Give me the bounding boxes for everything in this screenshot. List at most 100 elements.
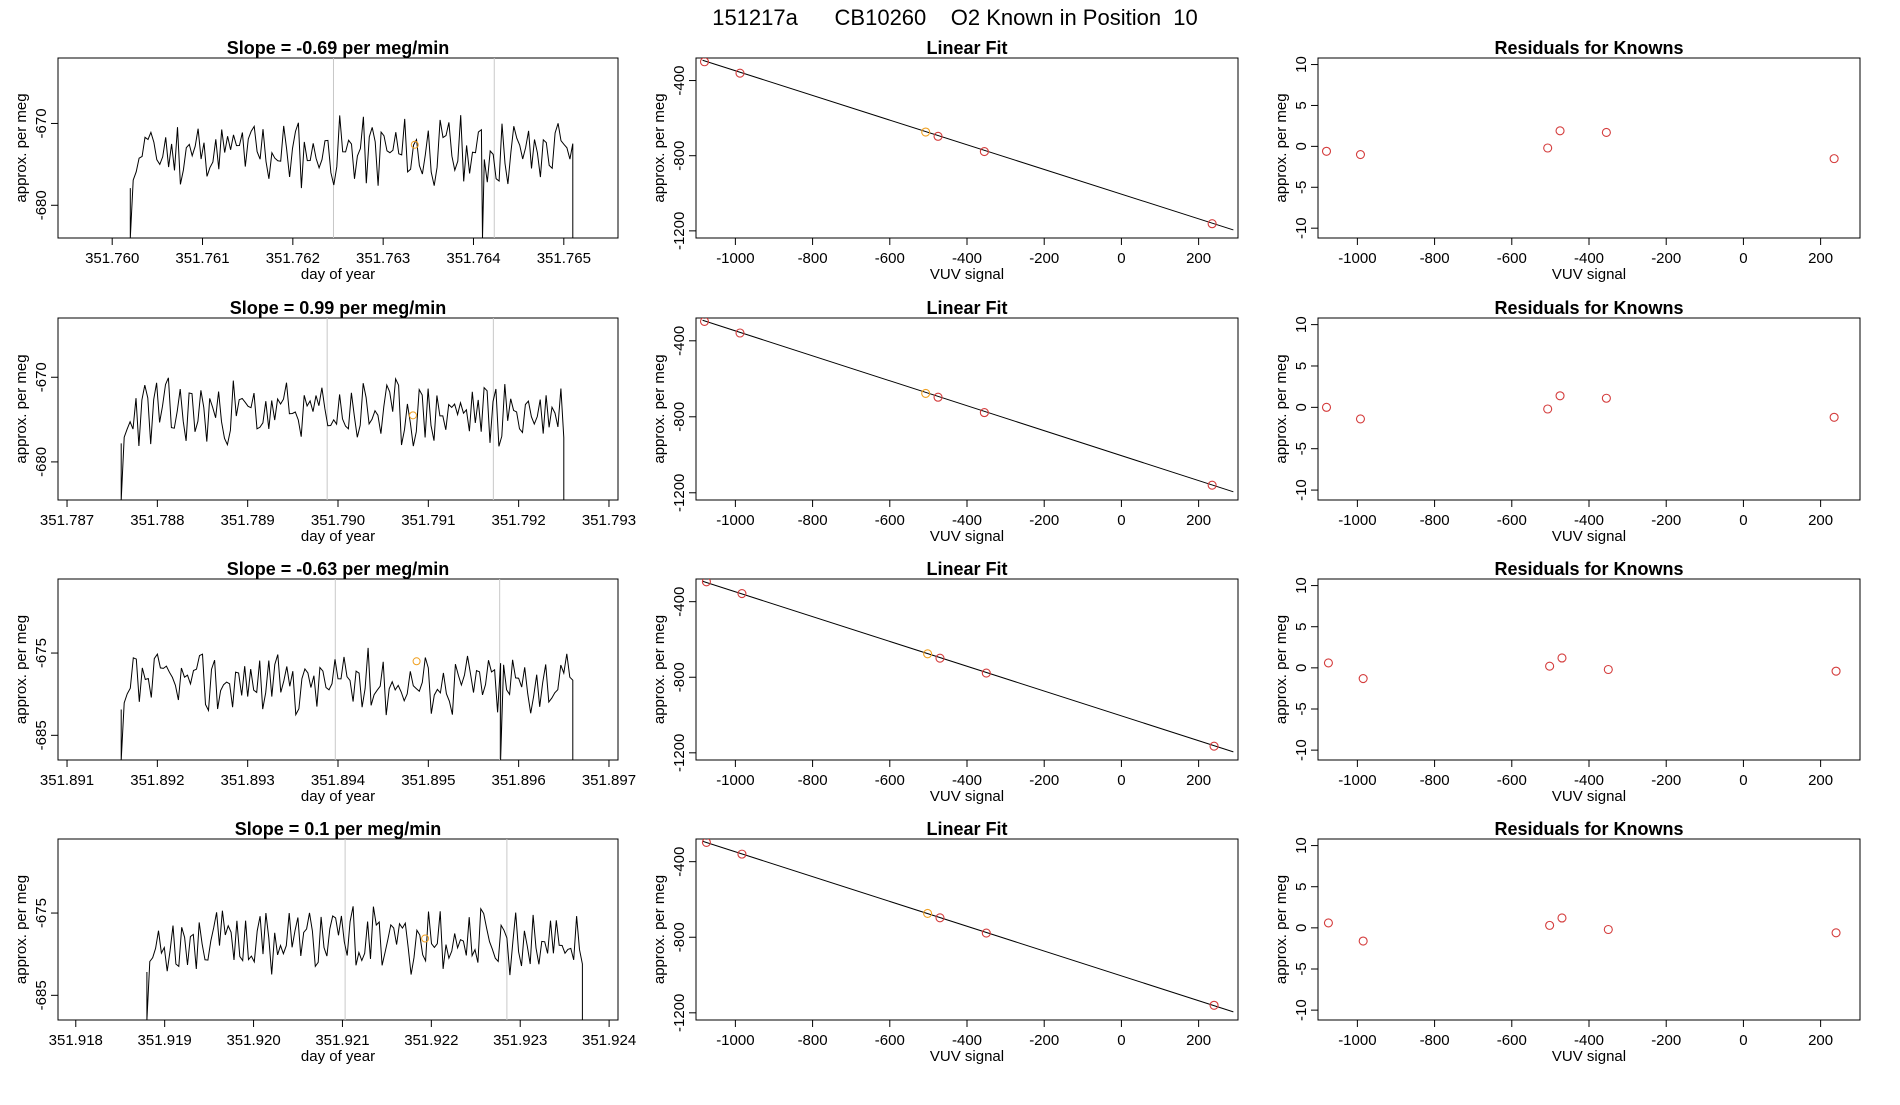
y-tick-label: -800 xyxy=(671,141,688,171)
y-tick-label: 10 xyxy=(1293,577,1310,594)
plot-frame xyxy=(1317,57,1861,239)
x-tick-label: -1000 xyxy=(716,772,754,789)
mean-marker xyxy=(408,411,417,420)
fit-point xyxy=(979,408,989,418)
y-tick-label: 5 xyxy=(1293,623,1310,631)
plot-frame xyxy=(57,838,619,1021)
x-tick-label: -1000 xyxy=(716,512,754,529)
x-tick-label: -800 xyxy=(1420,772,1450,789)
y-tick-label: -10 xyxy=(1293,999,1310,1021)
y-axis-label: approx. per meg xyxy=(1273,875,1290,984)
y-tick-label: -1200 xyxy=(671,994,688,1032)
x-tick-label: -600 xyxy=(1497,250,1527,267)
x-tick-label: 200 xyxy=(1186,512,1211,529)
y-tick-label: -10 xyxy=(1293,739,1310,761)
x-tick-label: 351.792 xyxy=(492,512,546,529)
y-tick-label: -5 xyxy=(1293,181,1310,194)
panel-3-scatter: Residuals for Knowns-1000 -800 -600 -400 -20… xyxy=(1273,38,1861,283)
y-tick-label: -5 xyxy=(1293,962,1310,975)
x-tick-label: 351.762 xyxy=(266,250,320,267)
x-tick-label: -400 xyxy=(952,772,982,789)
y-tick-label: -800 xyxy=(671,922,688,952)
plot-frame xyxy=(1317,317,1861,501)
x-tick-label: 351.924 xyxy=(582,1032,636,1049)
fit-point xyxy=(1207,480,1217,490)
residual-point xyxy=(1829,412,1839,422)
y-tick-label: -400 xyxy=(671,847,688,877)
x-tick-label: 351.894 xyxy=(311,772,365,789)
panel-title: Residuals for Knowns xyxy=(1494,38,1683,58)
signal-trace xyxy=(120,647,574,760)
x-tick-label: 0 xyxy=(1117,512,1125,529)
x-tick-label: -1000 xyxy=(1338,250,1376,267)
panel-title: Linear Fit xyxy=(926,298,1007,318)
plot-area xyxy=(1321,391,1839,424)
x-tick-label: -200 xyxy=(1029,512,1059,529)
fit-line xyxy=(702,319,1234,493)
panel-7-line: Slope = -0.63 per meg/min 351.891 351.892 3… xyxy=(13,559,636,805)
y-tick-label: 0 xyxy=(1293,142,1310,150)
residual-point xyxy=(1831,928,1841,938)
x-tick-label: 351.793 xyxy=(582,512,636,529)
x-tick-label: 200 xyxy=(1186,250,1211,267)
y-tick-label: -5 xyxy=(1293,702,1310,715)
y-tick-label: -800 xyxy=(671,662,688,692)
fit-point xyxy=(979,147,989,157)
y-axis-label: approx. per meg xyxy=(651,875,668,984)
x-axis-label: VUV signal xyxy=(1552,1048,1626,1065)
x-axis-label: VUV signal xyxy=(1552,788,1626,805)
panel-2-linear_fit: Linear Fit -1000 -800 -600 -400 -200 0 200 -400 -… xyxy=(651,38,1239,283)
x-tick-label: 351.790 xyxy=(311,512,365,529)
fit-point xyxy=(1207,219,1217,229)
y-axis-label: approx. per meg xyxy=(13,615,30,724)
fit-point xyxy=(935,913,945,923)
x-tick-label: -800 xyxy=(798,512,828,529)
y-tick-label: 0 xyxy=(1293,403,1310,411)
mean-marker xyxy=(412,657,421,666)
fit-point xyxy=(1209,741,1219,751)
y-axis-label: approx. per meg xyxy=(651,93,668,202)
residual-point xyxy=(1545,920,1555,930)
x-tick-label: 351.788 xyxy=(130,512,184,529)
x-tick-label: -1000 xyxy=(1338,1032,1376,1049)
x-tick-label: 351.787 xyxy=(40,512,94,529)
x-axis-label: day of year xyxy=(301,266,375,283)
y-tick-label: -680 xyxy=(33,190,50,220)
fit-line xyxy=(702,840,1234,1013)
x-tick-label: -200 xyxy=(1651,1032,1681,1049)
x-tick-label: 200 xyxy=(1186,772,1211,789)
panels: Slope = -0.69 per meg/min 351.760 351.761 3… xyxy=(13,38,1861,1065)
x-tick-label: -800 xyxy=(1420,250,1450,267)
y-tick-label: -675 xyxy=(33,898,50,928)
y-axis-label: approx. per meg xyxy=(13,93,30,202)
x-axis-label: VUV signal xyxy=(930,266,1004,283)
residual-point xyxy=(1603,924,1613,935)
y-axis-label: approx. per meg xyxy=(651,615,668,724)
x-tick-label: 351.918 xyxy=(49,1032,103,1049)
x-tick-label: 200 xyxy=(1186,1032,1211,1049)
residual-point xyxy=(1358,673,1368,684)
x-tick-label: 351.922 xyxy=(404,1032,458,1049)
y-tick-label: -680 xyxy=(33,447,50,477)
panel-6-scatter: Residuals for Knowns-1000 -800 -600 -400 -20… xyxy=(1273,298,1861,545)
plot-frame xyxy=(695,57,1239,239)
residual-point xyxy=(1323,658,1333,668)
fit-point xyxy=(921,127,931,137)
residual-point xyxy=(1355,414,1366,424)
y-tick-label: -1200 xyxy=(671,734,688,772)
x-tick-label: -200 xyxy=(1029,250,1059,267)
residual-point xyxy=(1321,402,1332,412)
fit-point xyxy=(923,649,933,659)
x-tick-label: -1000 xyxy=(1338,772,1376,789)
y-tick-label: -685 xyxy=(33,720,50,750)
x-tick-label: 351.896 xyxy=(492,772,546,789)
residual-point xyxy=(1829,154,1839,164)
fit-point xyxy=(981,928,991,938)
plot-frame xyxy=(695,578,1239,761)
residual-point xyxy=(1358,936,1368,946)
fit-point xyxy=(701,839,711,847)
panel-10-line: Slope = 0.1 per meg/min 351.918 351.919 351… xyxy=(13,819,636,1065)
y-axis-label: approx. per meg xyxy=(1273,354,1290,463)
plot-area xyxy=(1323,913,1841,946)
plot-area xyxy=(1321,126,1839,164)
